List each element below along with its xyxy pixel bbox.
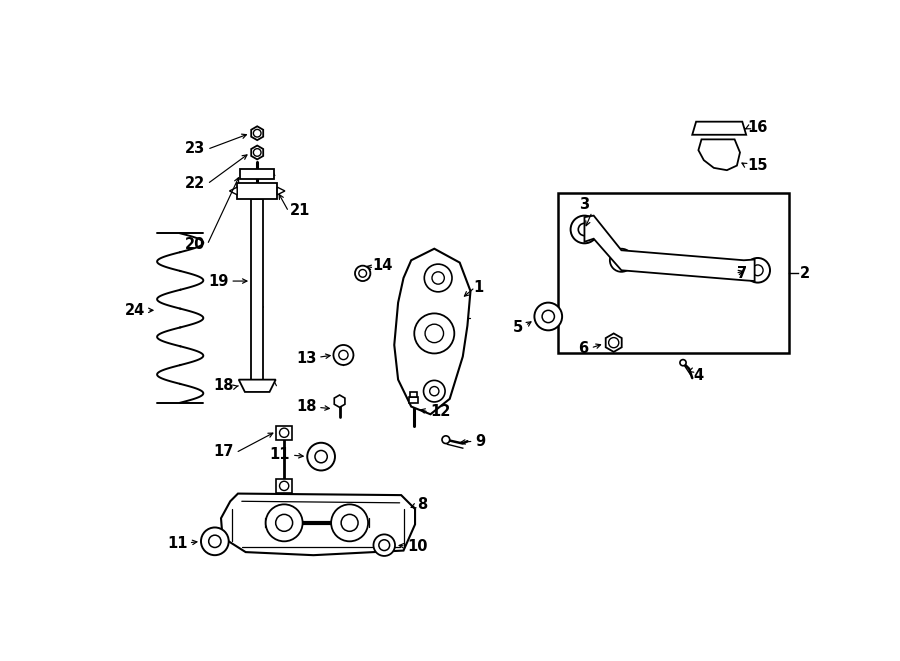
Circle shape <box>429 387 439 396</box>
Bar <box>557 193 788 353</box>
Circle shape <box>338 350 348 360</box>
Text: 16: 16 <box>748 120 768 136</box>
Bar <box>410 392 417 397</box>
Text: 7: 7 <box>737 266 747 281</box>
Polygon shape <box>584 215 754 281</box>
Circle shape <box>379 540 390 551</box>
Bar <box>240 169 274 178</box>
Circle shape <box>266 504 302 541</box>
Circle shape <box>571 215 598 243</box>
Circle shape <box>280 481 289 490</box>
Circle shape <box>254 149 261 156</box>
Text: 1: 1 <box>473 280 484 295</box>
Circle shape <box>201 527 229 555</box>
Text: 18: 18 <box>296 399 317 414</box>
Text: 14: 14 <box>373 258 393 273</box>
Circle shape <box>608 338 619 348</box>
Text: 22: 22 <box>185 176 205 191</box>
Circle shape <box>374 534 395 556</box>
Polygon shape <box>334 395 345 407</box>
Text: 4: 4 <box>694 368 704 383</box>
Text: 9: 9 <box>475 434 485 449</box>
Polygon shape <box>394 249 471 414</box>
Bar <box>276 426 292 440</box>
Circle shape <box>425 324 444 342</box>
Text: 11: 11 <box>167 536 188 551</box>
Circle shape <box>752 265 763 276</box>
Text: 17: 17 <box>213 444 234 459</box>
Polygon shape <box>221 494 415 555</box>
Circle shape <box>424 264 452 292</box>
Text: 18: 18 <box>213 378 234 393</box>
Polygon shape <box>230 187 238 195</box>
Text: 20: 20 <box>185 237 205 253</box>
Circle shape <box>280 428 289 438</box>
Bar <box>251 199 264 379</box>
Circle shape <box>331 504 368 541</box>
Circle shape <box>680 360 686 366</box>
Circle shape <box>254 130 261 137</box>
Text: 19: 19 <box>208 274 229 289</box>
Polygon shape <box>606 333 622 352</box>
Circle shape <box>579 223 590 235</box>
Circle shape <box>414 313 454 354</box>
Bar <box>238 183 277 199</box>
Circle shape <box>535 303 562 330</box>
Text: 6: 6 <box>578 341 589 356</box>
Circle shape <box>542 310 554 323</box>
Text: 2: 2 <box>800 266 810 281</box>
Circle shape <box>432 272 445 284</box>
Circle shape <box>424 380 446 402</box>
Text: 13: 13 <box>296 350 317 366</box>
Bar <box>276 479 292 493</box>
Text: 10: 10 <box>408 539 427 554</box>
Circle shape <box>355 266 371 281</box>
Text: 12: 12 <box>430 405 451 420</box>
Text: 3: 3 <box>579 198 590 212</box>
Text: 23: 23 <box>185 141 205 156</box>
Polygon shape <box>251 145 263 159</box>
Circle shape <box>442 436 450 444</box>
Polygon shape <box>238 379 275 392</box>
Circle shape <box>616 256 626 265</box>
Text: 24: 24 <box>125 303 146 318</box>
Text: 21: 21 <box>291 203 310 217</box>
Bar <box>409 397 419 403</box>
Circle shape <box>610 249 633 272</box>
Polygon shape <box>692 122 746 135</box>
Polygon shape <box>698 139 740 170</box>
Circle shape <box>209 535 221 547</box>
Text: 8: 8 <box>418 497 428 512</box>
Circle shape <box>745 258 770 283</box>
Circle shape <box>333 345 354 365</box>
Circle shape <box>315 450 328 463</box>
Text: 15: 15 <box>748 158 769 173</box>
Circle shape <box>307 443 335 471</box>
Text: 5: 5 <box>513 320 523 334</box>
Circle shape <box>341 514 358 531</box>
Circle shape <box>359 270 366 277</box>
Polygon shape <box>277 187 285 195</box>
Polygon shape <box>251 126 263 140</box>
Text: 11: 11 <box>270 447 291 462</box>
Circle shape <box>275 514 292 531</box>
